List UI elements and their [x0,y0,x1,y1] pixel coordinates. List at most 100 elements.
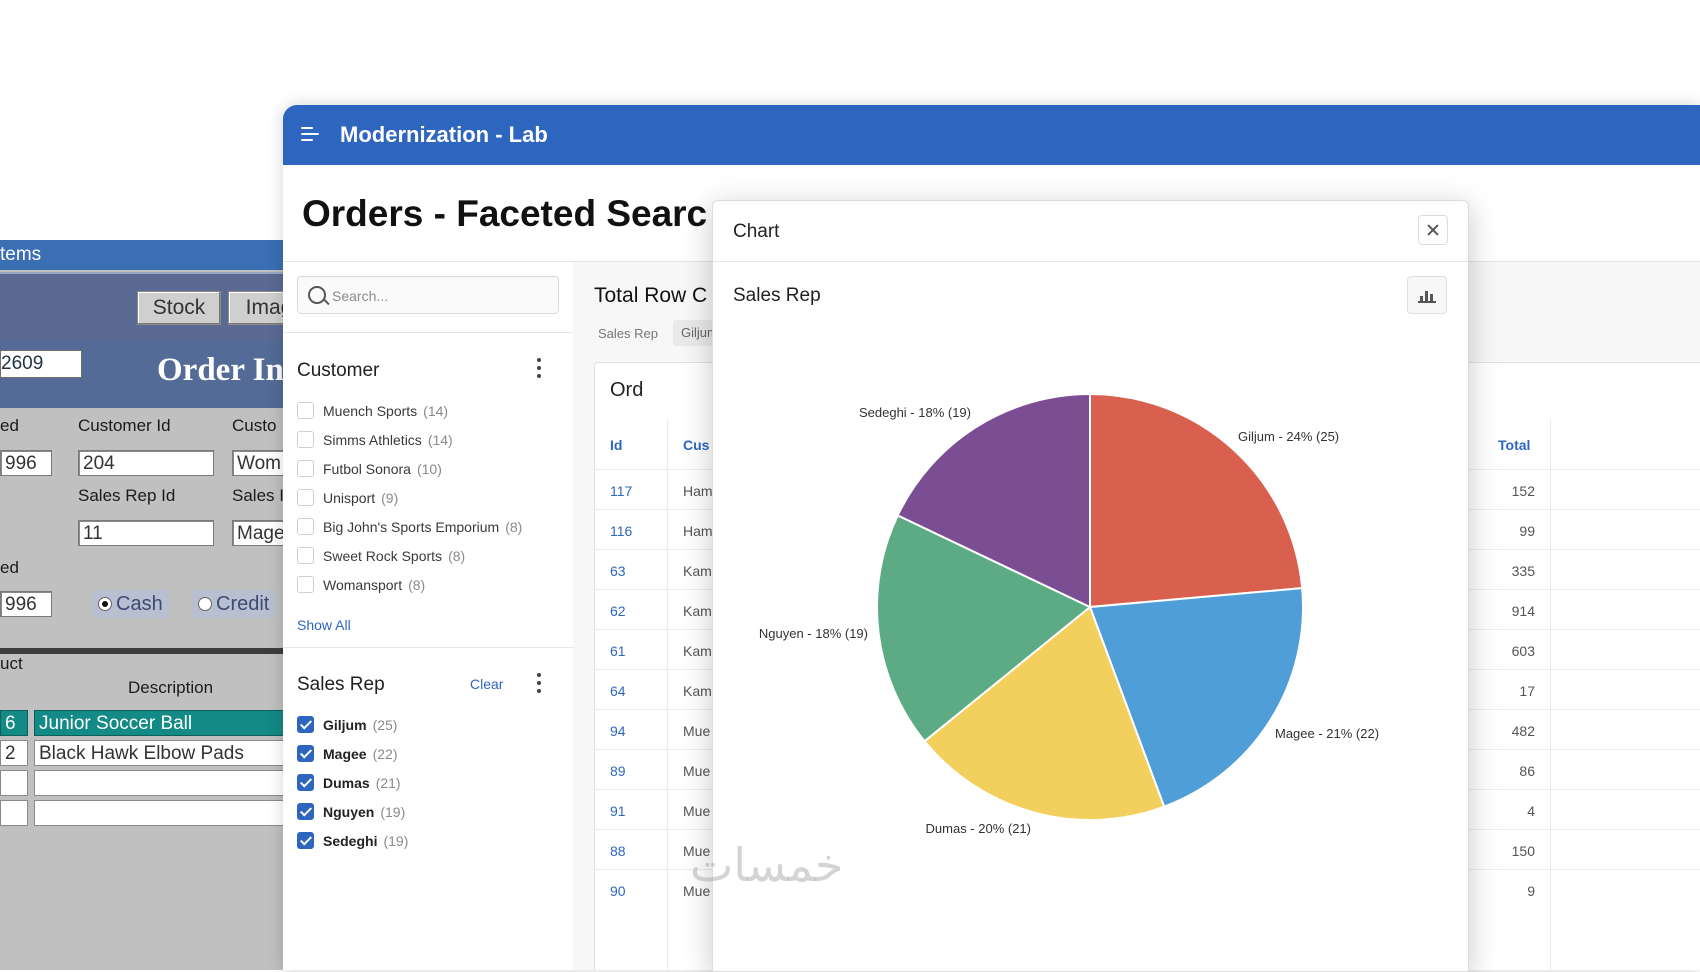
order-info-heading: Order Info [157,352,300,388]
order-id-link[interactable]: 90 [610,883,626,899]
order-id-link[interactable]: 61 [610,643,626,659]
legacy-order-lines: uct Description 6 Junior Soccer Ball 2 B… [0,654,300,970]
customer-cell: Mue [683,723,711,739]
col-header-total[interactable]: Total [1498,437,1531,453]
show-all-link[interactable]: Show All [297,617,351,633]
date-shipped-field[interactable]: 996 [0,591,52,617]
close-icon[interactable] [1418,215,1448,245]
pie-slice-dumas[interactable] [923,605,1166,821]
pie-slice-sedeghi[interactable] [896,392,1091,609]
facet-option-name: Muench Sports [323,403,418,419]
hamburger-menu-icon[interactable] [301,127,321,143]
order-id-link[interactable]: 63 [610,563,626,579]
legacy-divider [0,648,300,654]
checkbox-checked-icon[interactable] [297,716,314,733]
checkbox-checked-icon[interactable] [297,745,314,762]
order-id-link[interactable]: 88 [610,843,626,859]
col-header-customer[interactable]: Cus [683,437,710,453]
pie-label-giljum: Giljum - 24% (25) [1238,429,1339,444]
chart-dialog: Chart Sales Rep Giljum - 24% (25) Magee -… [712,200,1469,972]
checkbox-icon[interactable] [297,460,314,477]
line-description-field[interactable]: Junior Soccer Ball [34,710,300,736]
facet-divider [283,647,573,648]
col-header-id[interactable]: Id [610,437,623,453]
line-description-field[interactable] [34,800,300,826]
sales-rep-facet-actions-icon[interactable] [536,673,542,693]
legacy-toolbar: Stock Imag [0,272,300,340]
legacy-forms-window: tems Stock Imag 2609 Order Info ed Custo… [0,240,300,970]
customer-cell: Ham [683,523,713,539]
facet-option-name: Futbol Sonora [323,461,411,477]
checkbox-icon[interactable] [297,547,314,564]
checkbox-icon[interactable] [297,402,314,419]
order-id-link[interactable]: 89 [610,763,626,779]
facet-search-input[interactable]: Search... [297,276,559,314]
checkbox-icon[interactable] [297,576,314,593]
total-cell: 152 [1511,483,1535,499]
active-filter-label: Sales Rep [598,326,658,341]
pie-slice-magee[interactable] [1088,587,1304,808]
customer-facet-actions-icon[interactable] [536,358,542,378]
credit-radio[interactable]: Credit [192,590,276,618]
order-id-link[interactable]: 91 [610,803,626,819]
cash-radio[interactable]: Cash [92,590,169,618]
customer-cell: Ham [683,483,713,499]
pie-slice-giljum[interactable] [1089,392,1304,609]
page-title: Orders - Faceted Searc [302,193,708,234]
facet-option-name: Magee [323,746,367,762]
total-cell: 150 [1511,843,1535,859]
line-qty-field[interactable]: 6 [0,710,28,736]
order-id-field[interactable]: 2609 [0,350,82,378]
column-divider [1550,419,1551,970]
total-cell: 335 [1511,563,1535,579]
customer-label: Custo [232,416,277,435]
facet-option-name: Sweet Rock Sports [323,548,443,564]
sales-rep-id-field[interactable]: 11 [78,520,214,546]
order-id-link[interactable]: 64 [610,683,626,699]
checkbox-icon[interactable] [297,518,314,535]
line-description-field[interactable] [34,770,300,796]
total-cell: 4 [1527,803,1535,819]
pie-slice-nguyen[interactable] [876,514,1092,743]
bar-chart-icon[interactable] [1407,276,1447,314]
line-qty-field[interactable] [0,800,28,826]
line-qty-field[interactable] [0,770,28,796]
line-qty-field[interactable]: 2 [0,740,28,766]
facet-option-count: (9) [381,490,399,506]
chart-title: Sales Rep [733,285,821,306]
description-label: Description [128,678,214,697]
facet-option-count: (19) [380,804,406,820]
facet-option-name: Big John's Sports Emporium [323,519,500,535]
facet-option-count: (10) [416,461,442,477]
customer-id-label: Customer Id [78,416,171,435]
facet-option-label: Big John's Sports Emporium (8) [323,519,522,535]
pie-label-dumas: Dumas - 20% (21) [926,821,1031,836]
facet-option-name: Simms Athletics [323,432,422,448]
customer-id-field[interactable]: 204 [78,450,214,476]
line-description-field[interactable]: Black Hawk Elbow Pads [34,740,300,766]
search-placeholder: Search... [332,288,389,304]
checkbox-checked-icon[interactable] [297,803,314,820]
checkbox-icon[interactable] [297,431,314,448]
watermark-text: خمسات [690,838,844,892]
pie-label-nguyen: Nguyen - 18% (19) [759,626,868,641]
order-id-link[interactable]: 94 [610,723,626,739]
sales-rep-clear-link[interactable]: Clear [470,676,504,692]
radio-selected-icon [98,597,112,611]
total-cell: 99 [1519,523,1535,539]
app-header-bar: Modernization - Lab [283,105,1700,165]
date-ordered-field[interactable]: 996 [0,450,52,476]
order-id-link[interactable]: 117 [610,483,633,499]
sales-rep-facet-label: Sales Rep [297,674,385,695]
cash-radio-label: Cash [116,593,163,615]
dialog-title: Chart [733,221,780,242]
checkbox-checked-icon[interactable] [297,774,314,791]
facet-option-count: (14) [427,432,453,448]
order-id-link[interactable]: 116 [610,523,633,539]
checkbox-checked-icon[interactable] [297,832,314,849]
app-title[interactable]: Modernization - Lab [340,122,548,147]
checkbox-icon[interactable] [297,489,314,506]
legacy-title-bar: tems [0,240,300,270]
order-id-link[interactable]: 62 [610,603,626,619]
stock-button[interactable]: Stock [137,291,221,325]
